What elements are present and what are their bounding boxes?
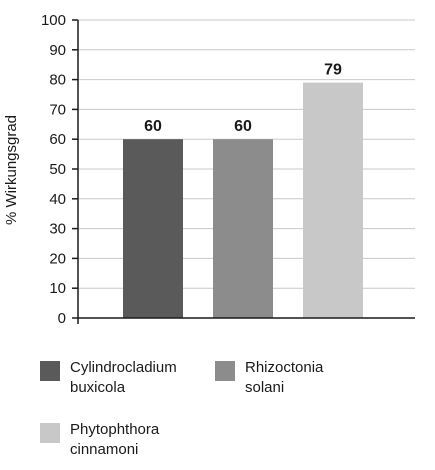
legend-item-cylindrocladium: Cylindrocladium buxicola <box>40 358 177 398</box>
y-tick-label: 100 <box>41 12 66 29</box>
bar-chart: 0 10 20 30 40 50 60 70 80 90 100 60 60 79 % Wirkungs… <box>3 12 415 327</box>
legend-swatch <box>215 361 235 381</box>
legend-label: Rhizoctonia solani <box>245 359 324 396</box>
y-tick-label: 60 <box>49 131 66 148</box>
legend-item-rhizoctonia: Rhizoctonia solani <box>215 358 323 398</box>
y-tick-label: 20 <box>49 250 66 267</box>
y-tick-label: 90 <box>49 42 66 59</box>
legend-label: Cylindrocladium buxicola <box>70 359 177 396</box>
y-tick-label: 50 <box>49 161 66 178</box>
bar-value-label: 60 <box>144 118 162 135</box>
y-tick-label: 80 <box>49 72 66 89</box>
y-tick-label: 30 <box>49 221 66 238</box>
bar-value-label: 79 <box>324 62 342 79</box>
y-axis-title: % Wirkungsgrad <box>3 115 20 225</box>
bar <box>213 139 273 318</box>
legend-item-phytophthora: Phytophthora cinnamoni <box>40 420 159 460</box>
data-labels: 60 60 79 <box>144 62 342 136</box>
y-tick-label: 70 <box>49 101 66 118</box>
y-tick-label: 0 <box>58 310 66 327</box>
y-tick-label: 40 <box>49 191 66 208</box>
bar <box>303 82 363 318</box>
bar-value-label: 60 <box>234 118 252 135</box>
legend-swatch <box>40 423 60 443</box>
y-tick-label: 10 <box>49 280 66 297</box>
legend-label: Phytophthora cinnamoni <box>70 421 160 458</box>
y-axis-ticks: 0 10 20 30 40 50 60 70 80 90 100 <box>41 12 78 327</box>
legend-swatch <box>40 361 60 381</box>
bar <box>123 139 183 318</box>
bars <box>123 82 363 318</box>
